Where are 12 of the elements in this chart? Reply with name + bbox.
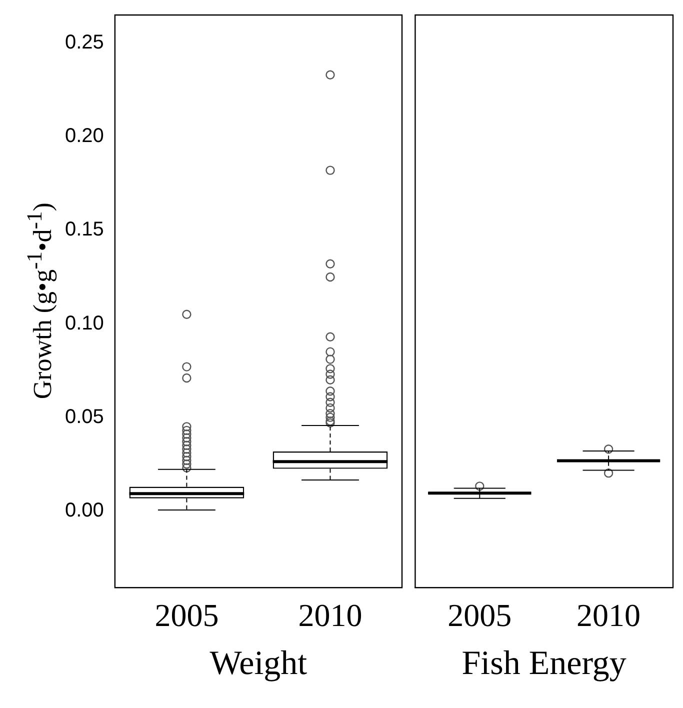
y-tick-label: 0.20 xyxy=(64,125,104,148)
x-axis-title: Fish Energy xyxy=(460,645,628,683)
x-tick-label: 2010 xyxy=(298,597,362,634)
y-tick-label: 0.05 xyxy=(64,406,104,428)
y-tick-label: 0.10 xyxy=(64,312,104,334)
x-tick-label: 2005 xyxy=(448,597,512,634)
x-axis-title: Weight xyxy=(208,645,308,683)
y-tick-label: 0.15 xyxy=(64,218,104,241)
y-tick-label: 0.25 xyxy=(64,32,104,54)
y-tick-label: 0.00 xyxy=(64,499,104,522)
x-tick-label: 2010 xyxy=(576,597,641,634)
x-tick-label: 2005 xyxy=(154,597,219,634)
